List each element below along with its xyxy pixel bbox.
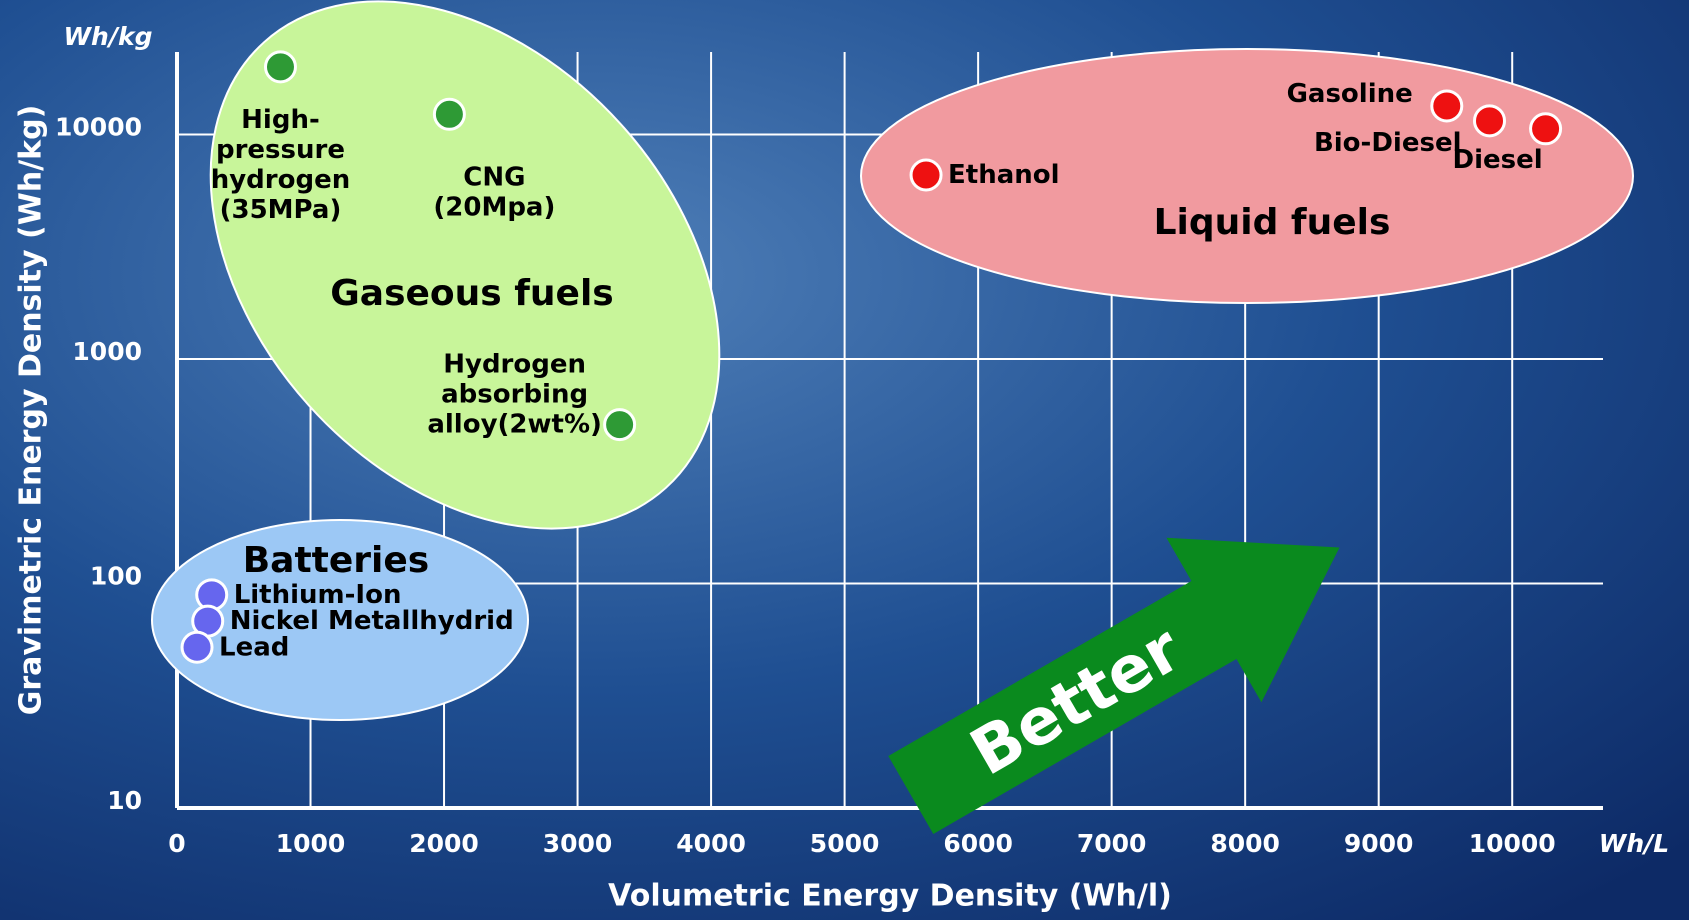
- x-unit: Wh/L: [1599, 829, 1669, 858]
- y-tick-label: 10000: [55, 112, 142, 141]
- point-label: High-pressure hydrogen (35MPa): [211, 104, 351, 224]
- y-tick-label: 10: [107, 786, 142, 815]
- x-tick-label: 6000: [943, 829, 1013, 858]
- point: [1473, 104, 1507, 138]
- x-tick-label: 2000: [409, 829, 479, 858]
- battery-region: [151, 519, 529, 721]
- group-label: Liquid fuels: [1154, 202, 1391, 243]
- point-label: Diesel: [1453, 144, 1543, 174]
- arrow-shape: [888, 537, 1340, 834]
- x-tick-label: 9000: [1344, 829, 1414, 858]
- y-tick-label: 100: [90, 561, 142, 590]
- point-label: Lithium-Ion: [234, 579, 402, 609]
- point-label: Nickel Metallhydrid: [230, 606, 514, 636]
- x-tick-label: 0: [168, 829, 185, 858]
- x-tick-label: 5000: [810, 829, 880, 858]
- x-tick-label: 1000: [276, 829, 346, 858]
- point-label: Lead: [219, 632, 289, 662]
- x-tick-label: 8000: [1210, 829, 1280, 858]
- point: [1430, 89, 1464, 123]
- x-axis-label: Volumetric Energy Density (Wh/l): [608, 879, 1172, 914]
- group-label: Gaseous fuels: [330, 273, 613, 314]
- point-label: CNG (20Mpa): [433, 162, 555, 222]
- x-tick-label: 4000: [676, 829, 746, 858]
- point-label: Gasoline: [1287, 78, 1413, 108]
- point: [909, 158, 943, 192]
- y-tick-label: 1000: [72, 337, 142, 366]
- y-axis-label: Gravimetric Energy Density (Wh/kg): [14, 105, 49, 716]
- y-unit: Wh/kg: [63, 22, 152, 51]
- x-tick-label: 10000: [1469, 829, 1556, 858]
- point-label: Hydrogen absorbing alloy(2wt%): [427, 349, 602, 439]
- marks: Gaseous fuels High-pressure hydrogen (35MPa…: [180, 50, 1563, 664]
- point-label: Bio-Diesel: [1314, 127, 1462, 157]
- x-tick-label: 7000: [1077, 829, 1147, 858]
- point: [263, 50, 297, 84]
- x-tick-label: 3000: [543, 829, 613, 858]
- point: [432, 97, 466, 131]
- point: [603, 408, 637, 442]
- point: [180, 630, 214, 664]
- point: [1529, 112, 1563, 146]
- group-label: Batteries: [243, 540, 430, 581]
- gaseous-region: [209, 0, 721, 530]
- point-label: Ethanol: [948, 159, 1060, 189]
